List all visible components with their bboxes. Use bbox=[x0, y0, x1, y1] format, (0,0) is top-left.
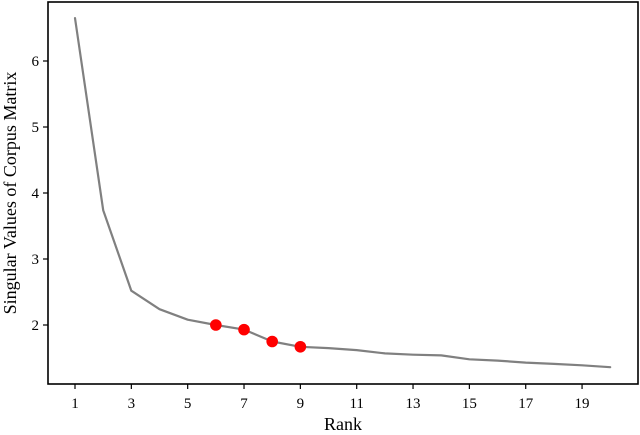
x-tick-label: 3 bbox=[128, 396, 136, 412]
y-axis-ticks: 2 3 4 5 6 bbox=[32, 54, 48, 334]
y-tick-label: 3 bbox=[32, 252, 40, 268]
x-tick-label: 13 bbox=[406, 396, 421, 412]
y-tick-label: 4 bbox=[32, 186, 40, 202]
y-tick-label: 6 bbox=[32, 54, 40, 70]
highlighted-point-marker bbox=[294, 340, 307, 353]
singular-values-line bbox=[73, 17, 612, 369]
y-tick-label: 5 bbox=[32, 120, 40, 136]
x-tick-label: 17 bbox=[518, 396, 534, 412]
highlighted-point-marker bbox=[238, 323, 250, 336]
x-tick-label: 7 bbox=[240, 396, 248, 412]
highlighted-point-marker bbox=[266, 335, 278, 348]
x-axis-label: Rank bbox=[324, 414, 362, 434]
axes-frame bbox=[47, 1, 639, 385]
x-axis-ticks: 1 3 5 7 9 11 13 15 17 19 bbox=[71, 384, 590, 412]
y-axis-label: Singular Values of Corpus Matrix bbox=[0, 72, 20, 315]
x-tick-label: 1 bbox=[71, 396, 79, 412]
highlighted-point-marker bbox=[210, 319, 222, 331]
x-tick-label: 5 bbox=[184, 396, 192, 412]
x-tick-label: 11 bbox=[349, 396, 363, 412]
plot-area bbox=[73, 17, 612, 369]
x-tick-label: 19 bbox=[575, 396, 590, 412]
x-tick-label: 9 bbox=[297, 396, 305, 412]
x-tick-label: 15 bbox=[462, 396, 477, 412]
y-tick-label: 2 bbox=[32, 318, 40, 334]
